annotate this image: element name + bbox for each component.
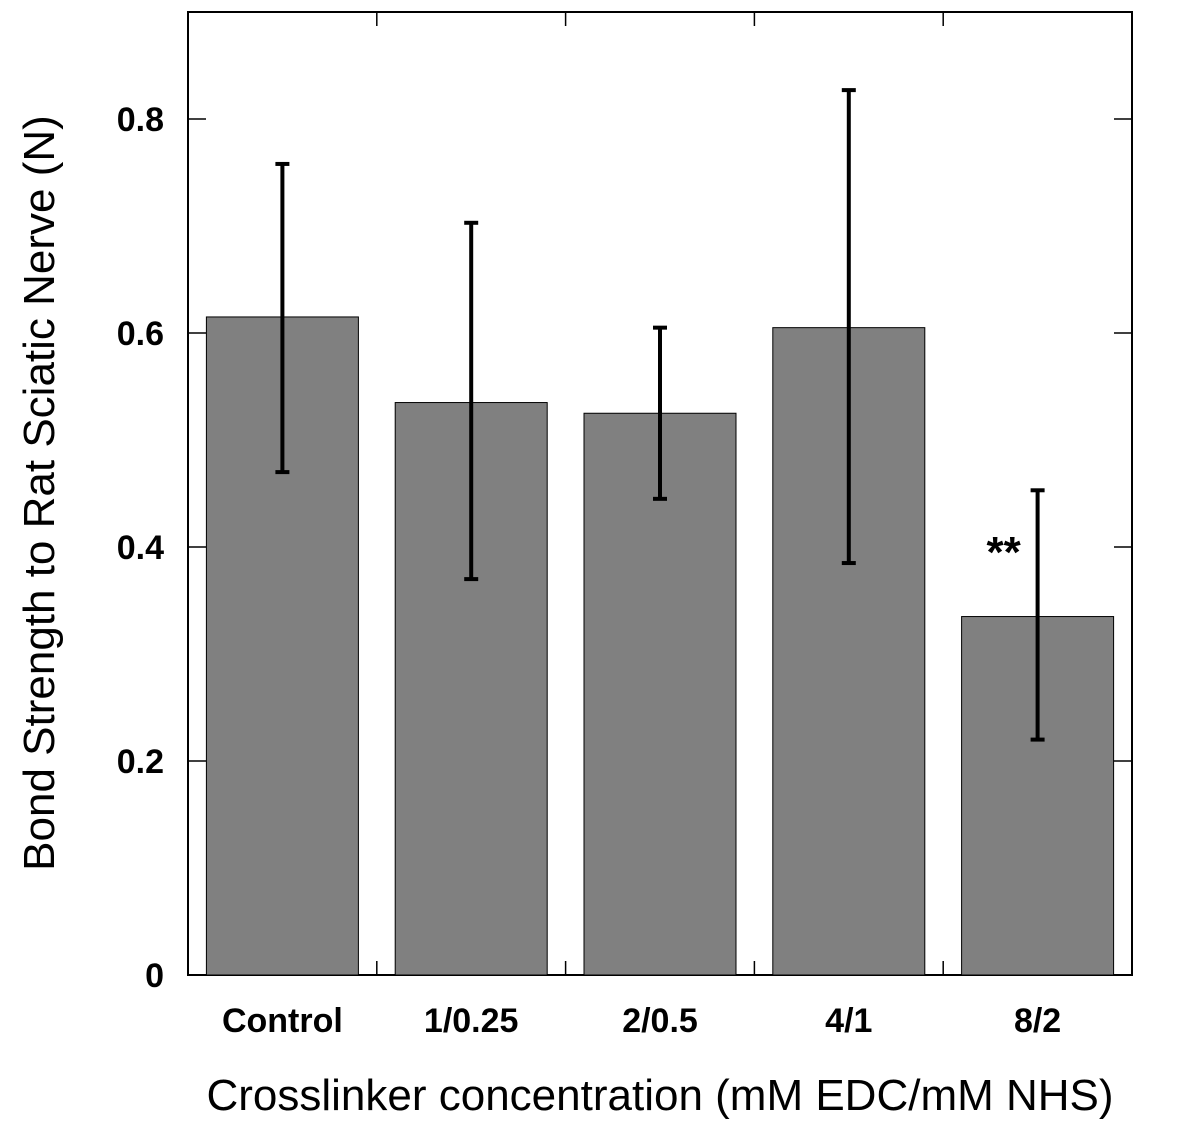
category-label: 1/0.25	[424, 1002, 519, 1040]
error-bar	[275, 161, 290, 475]
error-bar	[841, 88, 856, 566]
y-tick-label: 0.4	[117, 529, 164, 567]
category-label: 2/0.5	[622, 1002, 698, 1040]
category-label: 4/1	[825, 1002, 872, 1040]
annotations: **	[986, 528, 1021, 577]
error-bars	[275, 88, 1045, 742]
error-bar	[1030, 488, 1045, 742]
y-tick-label: 0.2	[117, 743, 164, 781]
y-tick-label: 0	[145, 957, 164, 995]
error-bar	[653, 325, 667, 501]
significance-annotation: **	[986, 528, 1021, 577]
bar	[583, 412, 737, 976]
x-axis: Control 1/0.25 2/0.5 4/1 8/2	[222, 12, 1061, 1040]
x-axis-title: Crosslinker concentration (mM EDC/mM NHS…	[206, 1071, 1113, 1120]
y-axis-title: Bond Strength to Rat Sciatic Nerve (N)	[15, 115, 64, 871]
y-axis: 0 0.2 0.4 0.6 0.8	[117, 101, 1132, 995]
error-bar	[464, 220, 479, 582]
y-tick-label: 0.6	[117, 315, 164, 353]
category-label: 8/2	[1014, 1002, 1061, 1040]
y-tick-label: 0.8	[117, 101, 164, 139]
category-label: Control	[222, 1002, 343, 1040]
